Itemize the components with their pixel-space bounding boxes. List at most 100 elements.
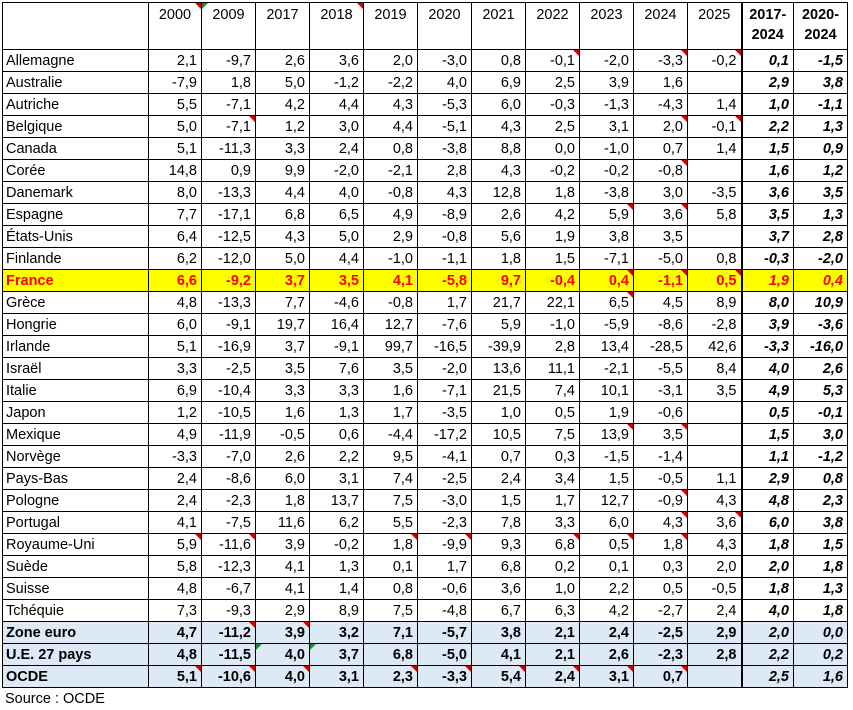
value-cell[interactable]: 6,5 (309, 203, 364, 226)
average-cell[interactable]: -16,0 (793, 335, 848, 358)
value-cell[interactable]: 4,2 (525, 203, 580, 226)
value-cell[interactable]: 9,3 (471, 533, 526, 556)
value-cell[interactable]: 2,5 (525, 71, 580, 94)
comment-marker-icon[interactable] (627, 424, 633, 430)
value-cell[interactable]: 3,7 (255, 335, 310, 358)
value-cell[interactable]: 5,1 (148, 335, 202, 358)
value-cell[interactable]: 6,8 (255, 203, 310, 226)
average-cell[interactable]: 10,9 (793, 291, 848, 314)
value-cell[interactable]: 3,9 (255, 533, 310, 556)
value-cell[interactable]: -3,8 (417, 137, 472, 160)
value-cell[interactable]: 3,6 (471, 577, 526, 600)
value-cell[interactable]: -1,4 (633, 445, 688, 468)
value-cell[interactable]: 8,0 (148, 181, 202, 204)
value-cell[interactable]: 3,7 (309, 643, 364, 666)
comment-marker-icon[interactable] (303, 666, 309, 672)
value-cell[interactable]: 4,2 (579, 599, 634, 622)
value-cell[interactable]: 1,7 (525, 489, 580, 512)
value-cell[interactable]: 6,4 (148, 225, 202, 248)
value-cell[interactable]: 8,8 (471, 137, 526, 160)
value-cell[interactable]: 3,5 (633, 423, 688, 446)
value-cell[interactable]: -0,1 (525, 49, 580, 72)
value-cell[interactable]: 3,5 (633, 225, 688, 248)
value-cell[interactable]: 7,8 (471, 511, 526, 534)
country-name-cell[interactable]: Canada (2, 137, 149, 160)
value-cell[interactable]: 7,1 (363, 621, 418, 644)
comment-marker-icon[interactable] (357, 3, 363, 9)
average-cell[interactable]: 1,3 (793, 115, 848, 138)
value-cell[interactable]: -2,5 (417, 467, 472, 490)
value-cell[interactable]: 3,0 (633, 181, 688, 204)
value-cell[interactable]: -0,2 (579, 159, 634, 182)
value-cell[interactable]: -11,9 (201, 423, 256, 446)
value-cell[interactable]: 2,8 (687, 643, 742, 666)
value-cell[interactable]: 13,6 (471, 357, 526, 380)
average-cell[interactable]: 1,1 (740, 445, 794, 468)
value-cell[interactable]: -2,5 (633, 621, 688, 644)
average-cell[interactable]: 1,8 (793, 555, 848, 578)
value-cell[interactable]: 3,4 (525, 467, 580, 490)
value-cell[interactable]: 3,9 (579, 71, 634, 94)
average-cell[interactable]: 3,9 (740, 313, 794, 336)
value-cell[interactable]: 4,4 (309, 93, 364, 116)
value-cell[interactable]: 5,8 (687, 203, 742, 226)
value-cell[interactable]: 4,1 (363, 269, 418, 292)
value-cell[interactable]: -0,3 (525, 93, 580, 116)
value-cell[interactable]: 5,5 (363, 511, 418, 534)
average-cell[interactable]: 1,2 (793, 159, 848, 182)
value-cell[interactable]: -3,5 (687, 181, 742, 204)
average-cell[interactable]: 3,7 (740, 225, 794, 248)
comment-marker-icon[interactable] (465, 534, 471, 540)
value-cell[interactable]: 6,8 (471, 555, 526, 578)
value-cell[interactable]: -16,5 (417, 335, 472, 358)
value-cell[interactable]: -5,5 (633, 357, 688, 380)
comment-marker-icon[interactable] (627, 666, 633, 672)
value-cell[interactable]: 5,0 (309, 225, 364, 248)
average-cell[interactable]: -2,0 (793, 247, 848, 270)
value-cell[interactable]: -2,1 (579, 357, 634, 380)
value-cell[interactable]: -9,3 (201, 599, 256, 622)
average-cell[interactable]: 1,6 (793, 665, 848, 688)
comment-marker-icon[interactable] (627, 534, 633, 540)
value-cell[interactable]: 4,1 (255, 555, 310, 578)
value-cell[interactable]: -1,0 (525, 313, 580, 336)
value-cell[interactable]: 1,3 (309, 401, 364, 424)
value-cell[interactable]: 6,2 (309, 511, 364, 534)
average-cell[interactable]: 8,0 (740, 291, 794, 314)
country-name-cell[interactable]: Zone euro (2, 621, 149, 644)
value-cell[interactable]: -9,9 (417, 533, 472, 556)
value-cell[interactable]: 42,6 (687, 335, 742, 358)
value-cell[interactable]: -28,5 (633, 335, 688, 358)
comment-marker-icon[interactable] (681, 512, 687, 518)
average-cell[interactable]: 2,2 (740, 115, 794, 138)
comment-marker-icon[interactable] (195, 666, 201, 672)
value-cell[interactable]: 2,4 (525, 665, 580, 688)
country-name-cell[interactable]: Israël (2, 357, 149, 380)
value-cell[interactable]: 2,3 (363, 665, 418, 688)
value-cell[interactable]: -0,5 (633, 467, 688, 490)
value-cell[interactable]: 3,3 (525, 511, 580, 534)
value-cell[interactable]: 6,6 (148, 269, 202, 292)
country-name-cell[interactable]: France (2, 269, 149, 292)
value-cell[interactable]: -3,3 (633, 49, 688, 72)
value-cell[interactable]: -1,3 (579, 93, 634, 116)
value-cell[interactable]: -1,2 (309, 71, 364, 94)
value-cell[interactable]: 2,0 (687, 555, 742, 578)
value-cell[interactable]: 19,7 (255, 313, 310, 336)
value-cell[interactable]: 2,0 (363, 49, 418, 72)
value-cell[interactable]: 0,8 (363, 137, 418, 160)
comment-marker-icon[interactable] (195, 534, 201, 540)
value-cell[interactable]: 2,1 (525, 621, 580, 644)
value-cell[interactable]: 0,5 (525, 401, 580, 424)
average-cell[interactable]: 1,5 (740, 137, 794, 160)
value-cell[interactable]: 1,6 (633, 71, 688, 94)
value-cell[interactable]: -2,0 (417, 357, 472, 380)
value-cell[interactable]: 1,9 (579, 401, 634, 424)
value-cell[interactable] (687, 445, 742, 468)
value-cell[interactable]: 8,4 (687, 357, 742, 380)
value-cell[interactable]: -5,7 (417, 621, 472, 644)
value-cell[interactable]: 0,5 (633, 577, 688, 600)
value-cell[interactable]: 2,4 (309, 137, 364, 160)
value-cell[interactable]: 9,9 (255, 159, 310, 182)
value-cell[interactable]: 3,1 (309, 665, 364, 688)
